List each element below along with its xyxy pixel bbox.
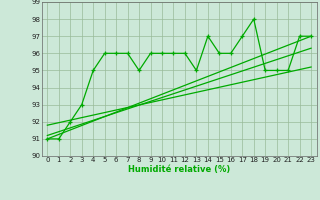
- X-axis label: Humidité relative (%): Humidité relative (%): [128, 165, 230, 174]
